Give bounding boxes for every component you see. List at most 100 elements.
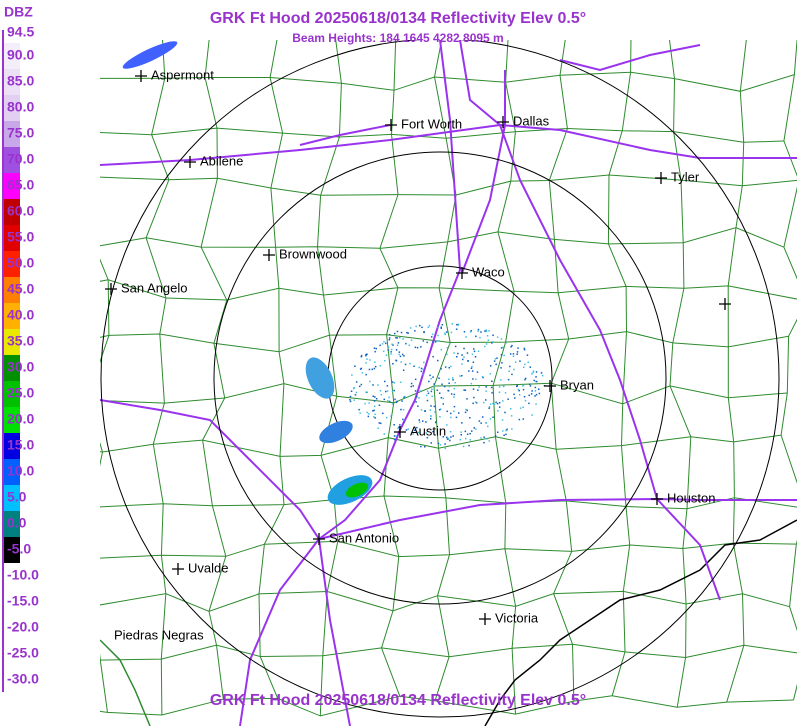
city-label: Waco [472, 264, 505, 279]
radar-speckle [524, 377, 527, 380]
legend-label: 20.0 [7, 411, 34, 427]
city-label: Brownwood [279, 246, 347, 261]
radar-echo [319, 420, 353, 444]
radar-speckle [471, 353, 474, 356]
radar-speckle [510, 346, 512, 348]
radar-speckle [485, 399, 487, 401]
radar-speckle [437, 359, 439, 362]
radar-speckle [434, 411, 436, 413]
radar-speckle [360, 354, 363, 357]
radar-speckle [380, 422, 382, 425]
county-line [100, 331, 789, 353]
radar-speckle [372, 410, 374, 412]
radar-speckle [431, 333, 434, 336]
county-line [258, 40, 285, 699]
radar-speckle [475, 402, 478, 404]
legend-swatch [4, 147, 20, 173]
radar-speckle [470, 330, 472, 332]
city-label: Victoria [495, 610, 539, 625]
legend-label: 50.0 [7, 255, 34, 271]
radar-speckle [410, 339, 413, 341]
radar-speckle [491, 392, 493, 394]
radar-speckle [374, 350, 376, 353]
radar-speckle [469, 417, 471, 419]
radar-speckle [508, 370, 510, 372]
legend-swatch [4, 225, 20, 251]
radar-speckle [390, 348, 393, 351]
radar-speckle [506, 429, 508, 431]
radar-echo [345, 482, 369, 498]
radar-speckle [368, 368, 371, 371]
county-line [100, 71, 795, 92]
radar-speckle [354, 394, 357, 396]
city-marker [184, 156, 196, 168]
radar-speckle [474, 401, 477, 403]
radar-speckle [384, 380, 386, 383]
radar-speckle [471, 430, 473, 432]
radar-speckle [465, 408, 467, 411]
radar-speckle [442, 436, 444, 438]
radar-speckle [426, 436, 429, 439]
radar-speckle [480, 422, 482, 424]
radar-speckle [439, 416, 441, 418]
radar-speckle [519, 407, 522, 409]
legend-swatch [4, 667, 20, 693]
county-line [607, 40, 632, 696]
radar-speckle [502, 346, 504, 349]
legend-swatch [4, 43, 20, 69]
radar-speckle [524, 378, 526, 381]
radar-speckle [446, 436, 448, 439]
radar-speckle [433, 383, 435, 385]
radar-speckle [369, 380, 371, 383]
radar-speckle [466, 352, 469, 354]
radar-speckle [432, 355, 434, 358]
radar-speckle [430, 415, 432, 417]
radar-speckle [472, 361, 475, 363]
radar-speckle [415, 401, 417, 403]
legend-label: -25.0 [7, 645, 39, 661]
radar-speckle [462, 358, 464, 361]
radar-speckle [504, 392, 507, 394]
radar-speckle [408, 344, 410, 347]
radar-speckle [524, 363, 526, 366]
radar-speckle [402, 409, 405, 411]
radar-speckle [349, 395, 352, 398]
radar-speckle [541, 374, 544, 377]
radar-speckle [511, 373, 513, 376]
radar-speckle [486, 335, 489, 337]
radar-speckle [383, 398, 385, 401]
radar-speckle [387, 399, 389, 402]
city-label: Fort Worth [401, 116, 462, 131]
radar-speckle [509, 365, 511, 368]
radar-speckle [350, 390, 353, 392]
radar-speckle [450, 436, 452, 438]
radar-speckle [431, 395, 433, 398]
radar-speckle [418, 419, 420, 421]
radar-speckle [475, 378, 477, 380]
radar-speckle [501, 419, 504, 421]
legend-swatch [4, 537, 20, 563]
legend-label: 80.0 [7, 99, 34, 115]
radar-speckle [452, 379, 454, 381]
legend-swatch [4, 199, 20, 225]
city-marker [456, 267, 468, 279]
radar-speckle [463, 331, 466, 333]
radar-speckle [487, 339, 490, 341]
radar-speckle [468, 370, 470, 372]
radar-speckle [426, 390, 429, 392]
radar-speckle [458, 412, 460, 414]
radar-speckle [372, 395, 374, 397]
radar-speckle [365, 373, 367, 376]
radar-speckle [395, 401, 398, 404]
radar-speckle [463, 347, 465, 350]
radar-speckle [366, 411, 368, 414]
radar-speckle [482, 416, 484, 418]
radar-speckle [480, 437, 482, 439]
radar-speckle [388, 400, 391, 403]
radar-speckle [414, 378, 417, 381]
city-marker [497, 116, 509, 128]
county-line [100, 695, 794, 717]
subtitle: Beam Heights: 184 1645 4282 8095 m [292, 31, 503, 45]
city-marker [544, 380, 556, 392]
radar-speckle [399, 424, 401, 426]
